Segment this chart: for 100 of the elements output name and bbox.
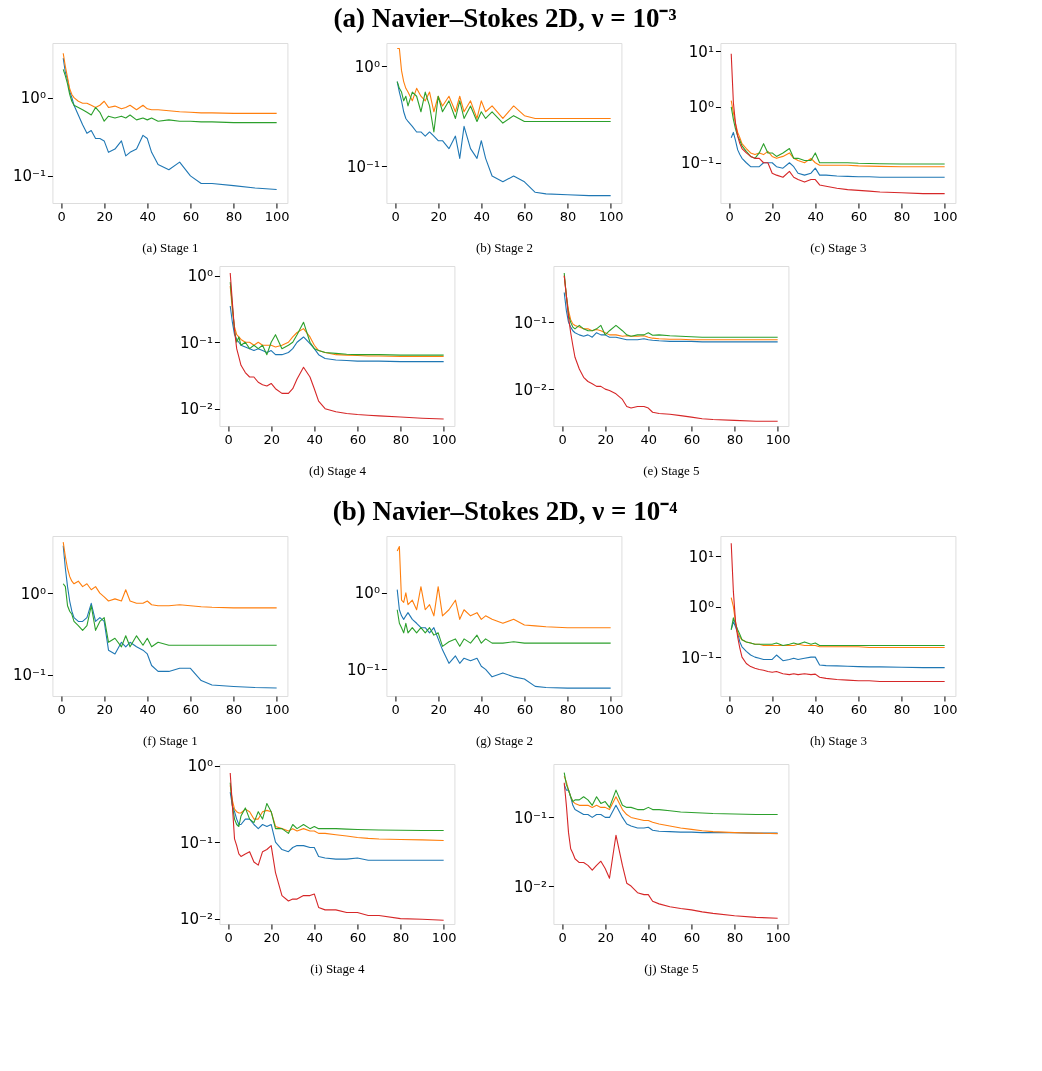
line-series <box>730 53 946 195</box>
x-tick-label: 100 <box>598 208 624 224</box>
x-axis-title: (d) Stage 4 <box>308 462 367 478</box>
x-tick-label: 40 <box>473 701 491 717</box>
x-tick-label: 20 <box>96 208 113 224</box>
y-tick-label: 10⁰ <box>688 98 714 117</box>
x-tick-label: 80 <box>559 208 577 224</box>
x-tick-label: 40 <box>807 701 825 717</box>
x-tick-label: 40 <box>306 929 324 945</box>
x-axis-title: (a) Stage 1 <box>142 239 199 255</box>
x-tick-label: 100 <box>431 431 457 447</box>
line-series <box>730 131 946 178</box>
line-series <box>62 583 278 648</box>
x-tick-label: 60 <box>516 701 534 717</box>
x-tick-label: 60 <box>850 208 868 224</box>
x-tick-label: 40 <box>640 431 658 447</box>
line-series <box>396 47 612 120</box>
text: (a) Navier–Stokes 2D, ν = 10⁻³ <box>333 3 677 33</box>
line-series <box>62 68 278 124</box>
y-tick-label: 10⁰ <box>20 584 46 603</box>
y-tick-label: 10⁰ <box>187 757 213 776</box>
x-tick-label: 80 <box>392 929 410 945</box>
y-tick-label: 10⁻¹ <box>346 660 380 679</box>
line-series <box>730 542 946 682</box>
x-tick-label: 40 <box>473 208 491 224</box>
x-tick-label: 100 <box>765 929 791 945</box>
y-tick-label: 10⁻¹ <box>346 157 380 176</box>
line-series <box>229 791 445 861</box>
x-tick-label: 0 <box>558 929 567 945</box>
x-tick-label: 20 <box>430 208 447 224</box>
line-series <box>62 57 278 191</box>
y-tick-label: 10⁻² <box>179 400 213 419</box>
y-tick-label: 10⁻¹ <box>680 154 714 173</box>
line-series <box>563 775 779 835</box>
line-series <box>62 52 278 114</box>
y-tick-label: 10⁻¹ <box>513 808 547 827</box>
y-tick-label: 10¹ <box>688 42 714 61</box>
x-tick-label: 60 <box>850 701 868 717</box>
x-tick-label: 20 <box>597 431 614 447</box>
y-tick-label: 10⁰ <box>20 89 46 108</box>
line-series <box>563 772 779 816</box>
x-tick-label: 0 <box>224 431 233 447</box>
x-tick-label: 100 <box>932 701 958 717</box>
line-series <box>730 617 946 647</box>
text: (b) Navier–Stokes 2D, ν = 10⁻⁴ <box>332 496 678 526</box>
x-tick-label: 0 <box>224 929 233 945</box>
x-axis-title: (f) Stage 1 <box>143 732 198 748</box>
x-tick-label: 80 <box>726 929 744 945</box>
x-tick-label: 0 <box>391 701 400 717</box>
x-tick-label: 40 <box>640 929 658 945</box>
x-axis-title: (b) Stage 2 <box>475 239 533 255</box>
line-series <box>563 292 779 343</box>
line-series <box>563 275 779 422</box>
x-tick-label: 20 <box>96 701 113 717</box>
x-tick-label: 60 <box>182 701 200 717</box>
x-tick-label: 80 <box>893 701 911 717</box>
x-tick-label: 80 <box>225 208 243 224</box>
y-tick-label: 10⁰ <box>688 598 714 617</box>
x-tick-label: 0 <box>391 208 400 224</box>
x-axis-title: (h) Stage 3 <box>809 732 867 748</box>
x-tick-label: 20 <box>430 701 447 717</box>
line-series <box>62 541 278 609</box>
y-tick-label: 10⁻¹ <box>179 333 213 352</box>
line-series <box>229 772 445 921</box>
y-tick-label: 10⁻¹ <box>12 666 46 685</box>
y-tick-label: 10⁰ <box>354 57 380 76</box>
x-tick-label: 80 <box>559 701 577 717</box>
y-tick-label: 10⁻² <box>513 380 547 399</box>
x-tick-label: 80 <box>392 431 410 447</box>
x-tick-label: 0 <box>57 208 66 224</box>
x-tick-label: 60 <box>349 431 367 447</box>
x-tick-label: 20 <box>597 929 614 945</box>
y-tick-label: 10⁻¹ <box>12 167 46 186</box>
x-tick-label: 20 <box>764 208 781 224</box>
x-tick-label: 40 <box>139 208 157 224</box>
x-tick-label: 20 <box>263 431 280 447</box>
line-series <box>396 546 612 629</box>
x-tick-label: 0 <box>57 701 66 717</box>
y-tick-label: 10⁻¹ <box>513 313 547 332</box>
x-tick-label: 100 <box>431 929 457 945</box>
x-tick-label: 80 <box>893 208 911 224</box>
x-tick-label: 60 <box>516 208 534 224</box>
line-series <box>229 272 445 420</box>
x-axis-title: (g) Stage 2 <box>475 732 533 748</box>
x-tick-label: 100 <box>264 701 290 717</box>
x-tick-label: 60 <box>683 431 701 447</box>
x-tick-label: 100 <box>598 701 624 717</box>
y-tick-label: 10⁰ <box>187 267 213 286</box>
line-series <box>396 81 612 133</box>
x-tick-label: 100 <box>932 208 958 224</box>
line-series <box>229 305 445 363</box>
x-axis-title: (i) Stage 4 <box>310 960 366 976</box>
x-axis-title: (c) Stage 3 <box>810 239 867 255</box>
x-axis-title: (j) Stage 5 <box>644 960 699 976</box>
y-tick-label: 10⁻² <box>513 877 547 896</box>
line-series <box>396 609 612 647</box>
y-tick-label: 10¹ <box>688 547 714 566</box>
line-series <box>730 621 946 669</box>
x-tick-label: 20 <box>263 929 280 945</box>
y-tick-label: 10⁻² <box>179 910 213 929</box>
